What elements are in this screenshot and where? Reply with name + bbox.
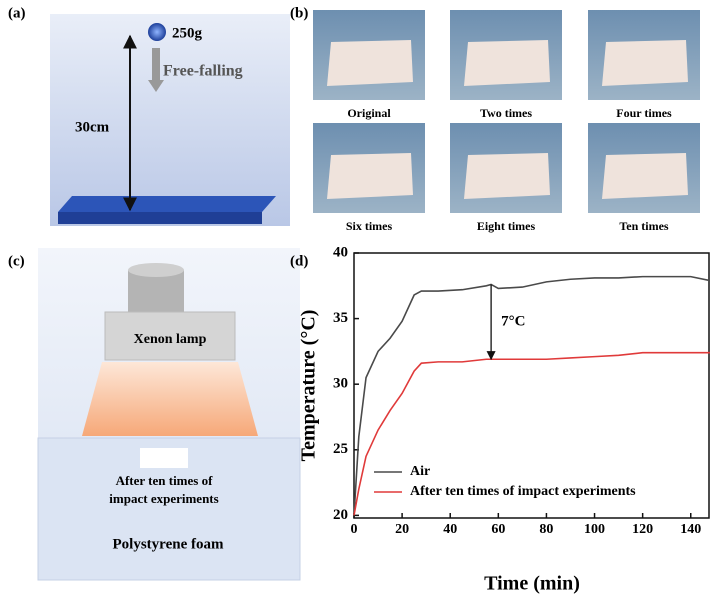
photo-caption: Two times [480,106,532,120]
light-beam [82,362,258,436]
lamp-top [128,263,184,277]
x-tick-label: 80 [539,522,553,537]
lamp-label: Xenon lamp [134,332,207,347]
panel-b: (b) Original Two times Four times Six times… [290,5,700,232]
x-tick-label: 40 [443,522,457,537]
sample-plate [464,153,550,199]
photo-caption: Original [347,106,391,120]
ball [148,23,166,41]
x-tick-label: 100 [584,522,605,537]
panel-a: 250g Free-falling 30cm (a) [8,5,290,226]
series-line [354,277,710,516]
sample-label: impact experiments [109,491,218,506]
sample-plate [602,153,688,199]
x-tick-label: 0 [351,522,358,537]
plate-side [58,212,262,224]
panel-label: (b) [290,5,308,21]
mass-label: 250g [172,25,203,41]
sample-plate [602,40,688,86]
panel-label: (d) [290,253,308,269]
x-tick-label: 60 [491,522,505,537]
motion-label: Free-falling [163,63,243,80]
foam-label: Polystyrene foam [113,536,224,552]
figure: 250g Free-falling 30cm (a) (b) Original T… [0,0,710,603]
photo-caption: Four times [616,106,672,120]
panel-c: Xenon lamp After ten times of impact exp… [8,248,300,580]
y-tick-label: 20 [333,507,348,523]
sample-plate [464,40,550,86]
annotation: 7°C [501,313,525,329]
y-tick-label: 40 [333,244,348,260]
plate-top [58,196,276,212]
y-tick-label: 35 [333,310,348,326]
y-tick-label: 25 [333,441,348,457]
x-tick-label: 140 [680,522,701,537]
sample [140,448,188,468]
photo-caption: Six times [346,219,393,233]
sample-plate [327,40,413,86]
x-tick-label: 20 [395,522,409,537]
photo-caption: Ten times [619,219,669,233]
panel-label: (c) [8,253,25,269]
photo-caption: Eight times [477,219,536,233]
x-axis-title: Time (min) [484,573,580,595]
panel-label: (a) [8,5,26,21]
x-tick-label: 120 [632,522,653,537]
y-tick-label: 30 [333,376,348,392]
height-label: 30cm [75,119,110,135]
y-axis-title: Temperature (°C) [298,310,320,462]
sample-label: After ten times of [116,473,214,488]
sample-plate [327,153,413,199]
legend-label: After ten times of impact experiments [410,484,636,499]
legend-label: Air [410,464,430,479]
